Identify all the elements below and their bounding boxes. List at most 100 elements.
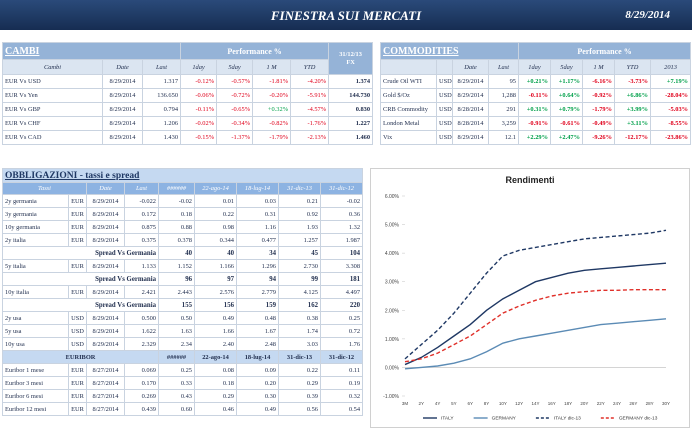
spread-value: 220 [319,298,364,312]
cell: 4.125 [278,285,321,299]
x-tick-label: 14Y [531,401,539,406]
data-row: CRB Commodity USD 8/28/2014 291 +0.31% +0.79%… [380,102,692,117]
cell: 1.16 [236,220,279,234]
cell: EUR [68,194,87,208]
y-tick-label: 0.00% [385,365,400,371]
cell: 0.60 [158,402,195,416]
cell: 0.22 [278,363,321,377]
cell: -1.79% [252,130,292,145]
spread-value: 34 [236,246,279,260]
cell: 0.172 [124,207,159,221]
cell: 8/27/2014 [86,363,125,377]
cell: -6.16% [582,74,615,89]
cell: 0.29 [278,376,321,390]
cell: 0.98 [194,220,237,234]
spread-value: 97 [194,272,237,286]
cell: 0.49 [236,402,279,416]
column-header: YTD [290,59,330,75]
cell: -1.37% [216,130,254,145]
column-header: 31-dic-12 [319,182,364,195]
chart-title: Rendimenti [505,175,554,185]
cell: -8.55% [649,116,692,131]
column-header: Date [102,59,143,75]
x-tick-label: 28Y [646,401,654,406]
spread-value: 45 [278,246,321,260]
cell: 0.38 [278,311,321,325]
header-bar: FINESTRA SUI MERCATI 8/29/2014 [0,0,692,30]
cell: 8/29/2014 [102,74,143,89]
column-header: 5day [216,59,254,75]
column-header: 1 M [582,59,615,75]
section-title: CAMBI [1,42,182,60]
cell: 3,259 [488,116,519,131]
cell: 0.25 [158,363,195,377]
cell: Vix [380,130,437,145]
column-header: 31-dic-13 [278,182,321,195]
cell: 0.54 [319,402,364,416]
cell: 5y usa [2,324,69,338]
commodities-table: COMMODITIES Performance % Date Last 1day 5day… [380,42,692,145]
cell: 0.11 [319,363,364,377]
cell: 0.21 [278,194,321,208]
cell: -9.26% [582,130,615,145]
data-row: 5y usa USD 8/29/2014 1.622 1.63 1.66 1.67 1.74 0… [2,324,364,338]
cell: 0.39 [278,389,321,403]
cell: 8/29/2014 [452,74,489,89]
cell: 0.48 [236,311,279,325]
data-row: 2y germania EUR 8/29/2014 -0.022 -0.02 0.01 0.… [2,194,364,208]
column-header: 18-lug-14 [236,182,279,195]
series-line [404,289,666,363]
x-tick-label: 8Y [484,401,490,406]
spread-value: 104 [319,246,364,260]
cell: 0.439 [124,402,159,416]
spread-label: Spread Vs Germania [2,272,159,286]
cell: 8/27/2014 [86,376,125,390]
x-tick-label: 12Y [515,401,523,406]
fx-header-line: 31/12/13 [339,50,362,58]
cell: 8/27/2014 [86,402,125,416]
column-header: 1day [518,59,551,75]
cell: 2y germania [2,194,69,208]
x-tick-label: 20Y [580,401,588,406]
cell: -0.02 [319,194,364,208]
cell: 0.29 [194,389,237,403]
cell: 0.794 [141,102,182,117]
data-row: 2y usa USD 8/29/2014 0.500 0.50 0.49 0.48 0.38 0… [2,311,364,325]
cell: 2.329 [124,337,159,351]
cell: 8/28/2014 [452,116,489,131]
cell: 144.730 [328,88,374,103]
cell: -23.86% [649,130,692,145]
cell: -1.79% [582,102,615,117]
column-row: Tassi Date Last ###### 22-ago-14 18-lug-14 31-… [2,182,364,195]
cell: 2.443 [158,285,195,299]
cell: 0.33 [158,376,195,390]
y-tick-label: 4.00% [385,251,400,257]
cell: -0.72% [216,88,254,103]
cell: -0.11% [180,102,218,117]
cell: -0.82% [252,116,292,131]
cell: EUR [68,207,87,221]
cell: -4.57% [290,102,330,117]
cell: 0.25 [319,311,364,325]
cell: 8/27/2014 [86,389,125,403]
column-header: Date [86,182,125,195]
column-header: 22-ago-14 [194,182,237,195]
cell: -5.03% [649,102,692,117]
cell: +7.19% [649,74,692,89]
cell: EUR [68,389,87,403]
cell: 12.1 [488,130,519,145]
cell: 3.308 [319,259,364,273]
data-row: 3y germania EUR 8/29/2014 0.172 0.18 0.22 0.31… [2,207,364,221]
cell: 2y italia [2,233,69,247]
cell: 1.430 [141,130,182,145]
cell: 95 [488,74,519,89]
cell: 8/29/2014 [86,194,125,208]
cell: 1.133 [124,259,159,273]
legend-label: GERMANY [492,416,517,422]
cell: 0.269 [124,389,159,403]
cell: -2.13% [290,130,330,145]
y-tick-label: 6.00% [385,194,400,200]
data-row: 2y italia EUR 8/29/2014 0.375 0.378 0.344 0.47… [2,233,364,247]
performance-header: Performance % [180,42,330,60]
cell: 0.18 [194,376,237,390]
